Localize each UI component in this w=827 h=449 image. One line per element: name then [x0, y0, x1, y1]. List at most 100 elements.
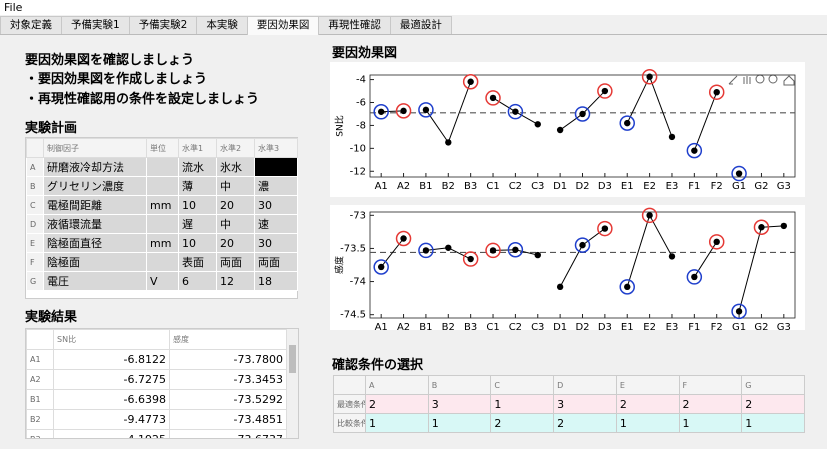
plan-cell[interactable]: 氷水: [216, 157, 255, 177]
x-tick-label: C3: [531, 181, 544, 192]
plan-cell[interactable]: 中: [216, 214, 255, 234]
plan-cell[interactable]: B: [26, 176, 44, 196]
point: [624, 119, 631, 127]
plan-cell[interactable]: E: [26, 233, 44, 253]
result-cell: B2: [26, 409, 54, 430]
tab[interactable]: 要因効果図: [246, 16, 320, 35]
header-cell: 単位: [146, 138, 179, 158]
plan-cell[interactable]: 18: [254, 271, 298, 291]
row-label: 比較条件: [333, 413, 366, 433]
y-tick-label: -4: [356, 75, 366, 86]
plan-cell[interactable]: 20: [216, 233, 255, 253]
x-tick-label: G3: [777, 322, 791, 333]
point: [489, 94, 497, 102]
condition-marker: [485, 90, 501, 106]
point: [422, 247, 430, 254]
point: [377, 108, 385, 115]
point: [780, 222, 788, 230]
plan-cell[interactable]: 10: [178, 233, 217, 253]
confirm-panel: ABCDEFG最適条件2313222比較条件1122111: [333, 375, 805, 433]
condition-marker: [395, 230, 412, 247]
plan-cell[interactable]: 12: [216, 271, 255, 291]
plan-cell[interactable]: 電圧: [43, 271, 147, 291]
point: [512, 246, 519, 253]
point: [668, 133, 676, 141]
x-tick-label: D2: [575, 322, 589, 333]
y-tick-label: -12: [350, 166, 366, 177]
plan-cell[interactable]: 表面: [178, 252, 217, 272]
plan-cell[interactable]: V: [146, 271, 179, 291]
plan-cell[interactable]: 30: [254, 233, 298, 253]
x-tick-label: D1: [553, 181, 567, 192]
condition-cell[interactable]: 1: [427, 413, 492, 433]
x-tick-label: E3: [666, 322, 679, 333]
point: [377, 263, 385, 271]
tab[interactable]: 対象定義: [0, 16, 62, 34]
plan-row: A 研磨液冷却方法 流水 氷水: [26, 157, 298, 177]
tab[interactable]: 本実験: [196, 16, 248, 34]
condition-cell[interactable]: 1: [365, 413, 429, 433]
plan-cell[interactable]: 30: [254, 195, 298, 215]
condition-cell[interactable]: 1: [741, 413, 805, 433]
condition-marker: [507, 103, 524, 120]
plan-cell[interactable]: 10: [178, 195, 217, 215]
point: [713, 238, 720, 246]
confirm-table: ABCDEFG最適条件2313222比較条件1122111: [333, 375, 805, 433]
point: [512, 108, 519, 115]
x-tick-label: B3: [464, 181, 477, 192]
plan-cell[interactable]: 液循環流量: [43, 214, 147, 234]
plan-cell[interactable]: 6: [178, 271, 217, 291]
condition-cell[interactable]: 2: [553, 413, 617, 433]
x-tick-label: E2: [643, 322, 656, 333]
x-tick-label: D3: [598, 181, 612, 192]
plan-cell[interactable]: グリセリン濃度: [43, 176, 147, 196]
tool-export[interactable]: [728, 75, 738, 85]
plan-cell[interactable]: 電極間距離: [43, 195, 147, 215]
header-cell: B: [427, 375, 492, 395]
result-row: B2 -9.4773 -73.4851: [26, 409, 287, 430]
plan-cell[interactable]: [146, 157, 179, 177]
plan-cell[interactable]: 陰極面: [43, 252, 147, 272]
header-cell: 水準1: [178, 138, 217, 158]
plan-cell[interactable]: [254, 157, 298, 177]
plan-cell[interactable]: 両面: [254, 252, 298, 272]
plan-cell[interactable]: 研磨液冷却方法: [43, 157, 147, 177]
tool-home[interactable]: [783, 75, 795, 86]
tab[interactable]: 予備実験2: [128, 16, 198, 34]
tab[interactable]: 最適設計: [389, 16, 452, 34]
tab[interactable]: 再現性確認: [318, 16, 391, 34]
x-tick-label: C2: [509, 181, 522, 192]
point: [713, 88, 720, 96]
point: [556, 283, 564, 291]
confirm-title: 確認条件の選択: [332, 358, 424, 373]
plan-cell[interactable]: 遅: [178, 214, 217, 234]
plan-cell[interactable]: 両面: [216, 252, 255, 272]
x-tick-label: F1: [688, 181, 700, 192]
effect-line: [381, 110, 404, 113]
chart-frame: [330, 205, 805, 330]
plan-cell[interactable]: [146, 214, 179, 234]
condition-marker: [641, 207, 658, 224]
header-cell: G: [741, 375, 805, 395]
header-cell: 水準2: [216, 138, 255, 158]
plan-cell[interactable]: 20: [216, 195, 255, 215]
plan-cell[interactable]: [146, 176, 179, 196]
condition-marker: [418, 242, 434, 259]
menu-file[interactable]: File: [4, 1, 23, 14]
point: [601, 225, 609, 232]
scrollbar[interactable]: [287, 329, 298, 438]
plan-cell[interactable]: 濃: [254, 176, 298, 196]
confirm-row: 比較条件1122111: [333, 413, 805, 433]
plan-cell[interactable]: 流水: [178, 157, 217, 177]
confirm-row: 最適条件2313222: [333, 394, 805, 414]
scroll-thumb[interactable]: [289, 345, 296, 373]
point: [422, 106, 430, 114]
tool-pan[interactable]: [743, 76, 751, 84]
plan-cell[interactable]: C: [26, 195, 44, 215]
plan-cell[interactable]: 速: [254, 214, 298, 234]
result-cell: -6.8122: [53, 349, 170, 370]
menu-bar: File: [0, 0, 827, 15]
plan-cell[interactable]: 薄: [178, 176, 217, 196]
